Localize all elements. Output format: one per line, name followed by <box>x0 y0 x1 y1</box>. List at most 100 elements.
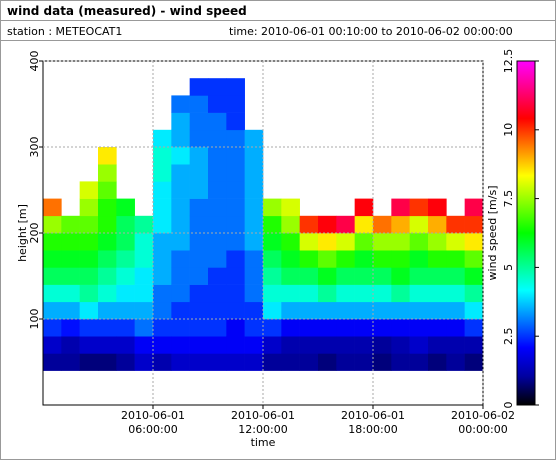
heatmap-cell <box>373 319 392 337</box>
heatmap-cell <box>43 198 62 217</box>
heatmap-cell <box>153 233 172 251</box>
colorbar-title: wind speed [m/s] <box>486 186 499 281</box>
heatmap-cell <box>226 353 245 371</box>
heatmap-cell <box>189 250 209 268</box>
heatmap-cell <box>189 78 209 96</box>
heatmap-cell <box>79 301 99 320</box>
heatmap-cell <box>409 319 429 337</box>
heatmap-cell <box>98 215 117 234</box>
heatmap-cell <box>226 112 245 131</box>
heatmap-cell <box>446 284 465 303</box>
heatmap-cell <box>226 129 245 148</box>
heatmap-cell <box>373 233 392 251</box>
heatmap-cell <box>281 267 300 285</box>
heatmap-cell <box>281 301 300 320</box>
heatmap-cell <box>208 250 227 268</box>
heatmap-cell <box>428 284 447 303</box>
heatmap-cell <box>409 301 429 320</box>
heatmap-cell <box>171 319 190 337</box>
heatmap-cell <box>226 284 245 303</box>
heatmap-cell <box>226 301 245 320</box>
heatmap-cell <box>116 319 135 337</box>
heatmap-cell <box>263 336 282 354</box>
window-title: wind data (measured) - wind speed <box>1 1 555 21</box>
heatmap-cell <box>244 147 264 165</box>
heatmap-cell <box>244 181 264 199</box>
heatmap-cell <box>226 336 245 354</box>
heatmap-cell <box>263 284 282 303</box>
heatmap-cell <box>153 250 172 268</box>
heatmap-cell <box>171 250 190 268</box>
heatmap-cell <box>299 336 319 354</box>
heatmap-cell <box>171 112 190 131</box>
heatmap-cell <box>281 284 300 303</box>
heatmap-cell <box>116 250 135 268</box>
heatmap-cell <box>79 215 99 234</box>
heatmap-cell <box>79 250 99 268</box>
heatmap-cell <box>189 336 209 354</box>
x-tick-label: 2010-06-01 18:00:00 <box>341 409 405 436</box>
heatmap-cell <box>263 353 282 371</box>
y-axis-title: height [m] <box>16 204 29 262</box>
heatmap-cell <box>153 319 172 337</box>
heatmap-cell <box>318 319 337 337</box>
heatmap-cell <box>189 147 209 165</box>
heatmap-cell <box>391 336 410 354</box>
heatmap-cell <box>208 301 227 320</box>
heatmap-cell <box>373 250 392 268</box>
heatmap-cell <box>428 336 447 354</box>
heatmap-cell <box>171 336 190 354</box>
heatmap-cell <box>373 267 392 285</box>
heatmap-cell <box>318 250 337 268</box>
heatmap-cell <box>208 129 227 148</box>
heatmap-cell <box>391 319 410 337</box>
heatmap-cell <box>134 215 154 234</box>
heatmap-cell <box>464 336 484 354</box>
heatmap-cell <box>134 250 154 268</box>
time-range-label: time: 2010-06-01 00:10:00 to 2010-06-02 … <box>229 25 513 38</box>
heatmap-cell <box>98 353 117 371</box>
heatmap-cell <box>61 267 80 285</box>
heatmap-cell <box>336 353 355 371</box>
heatmap-cell <box>208 319 227 337</box>
heatmap-cell <box>79 198 99 217</box>
heatmap-cell <box>464 215 484 234</box>
heatmap-cell <box>153 198 172 217</box>
heatmap-cell <box>244 129 264 148</box>
heatmap-cell <box>354 215 374 234</box>
heatmap-cell <box>189 95 209 113</box>
heatmap-cell <box>318 301 337 320</box>
heatmap-cell <box>208 147 227 165</box>
colorbar-tick-label: 2.5 <box>502 327 515 345</box>
heatmap-cell <box>208 267 227 285</box>
heatmap-cell <box>208 112 227 131</box>
heatmap-cell <box>171 301 190 320</box>
heatmap-cell <box>153 336 172 354</box>
heatmap-cell <box>189 301 209 320</box>
heatmap-cell <box>189 181 209 199</box>
heatmap-cell <box>171 147 190 165</box>
heatmap-cell <box>336 233 355 251</box>
heatmap-cell <box>208 198 227 217</box>
heatmap-cell <box>428 215 447 234</box>
heatmap-cell <box>244 336 264 354</box>
heatmap-cell <box>153 164 172 182</box>
heatmap-cell <box>61 353 80 371</box>
heatmap-cell <box>446 353 465 371</box>
heatmap-cell <box>226 164 245 182</box>
heatmap-cell <box>263 250 282 268</box>
heatmap-cell <box>428 353 447 371</box>
heatmap-cell <box>61 250 80 268</box>
heatmap-cell <box>391 215 410 234</box>
heatmap-cell <box>61 301 80 320</box>
heatmap-cell <box>79 336 99 354</box>
heatmap-cell <box>299 353 319 371</box>
heatmap-cell <box>244 198 264 217</box>
heatmap-cell <box>281 250 300 268</box>
heatmap-cell <box>336 215 355 234</box>
heatmap-cell <box>171 284 190 303</box>
heatmap-cell <box>208 78 227 96</box>
heatmap-cell <box>336 336 355 354</box>
station-label: station : METEOCAT1 <box>7 25 123 38</box>
